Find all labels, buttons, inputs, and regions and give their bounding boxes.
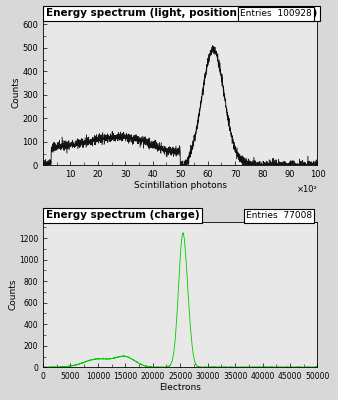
Text: Energy spectrum (charge): Energy spectrum (charge) bbox=[46, 210, 199, 220]
Y-axis label: Counts: Counts bbox=[12, 77, 21, 108]
X-axis label: Electrons: Electrons bbox=[159, 383, 201, 392]
X-axis label: Scintillation photons: Scintillation photons bbox=[134, 180, 227, 190]
Text: Energy spectrum (light, position from charge): Energy spectrum (light, position from ch… bbox=[46, 8, 317, 18]
Text: ×10²: ×10² bbox=[297, 185, 317, 194]
Y-axis label: Counts: Counts bbox=[8, 279, 17, 310]
Text: Entries  77008: Entries 77008 bbox=[246, 211, 312, 220]
Text: Entries  100928: Entries 100928 bbox=[240, 9, 312, 18]
